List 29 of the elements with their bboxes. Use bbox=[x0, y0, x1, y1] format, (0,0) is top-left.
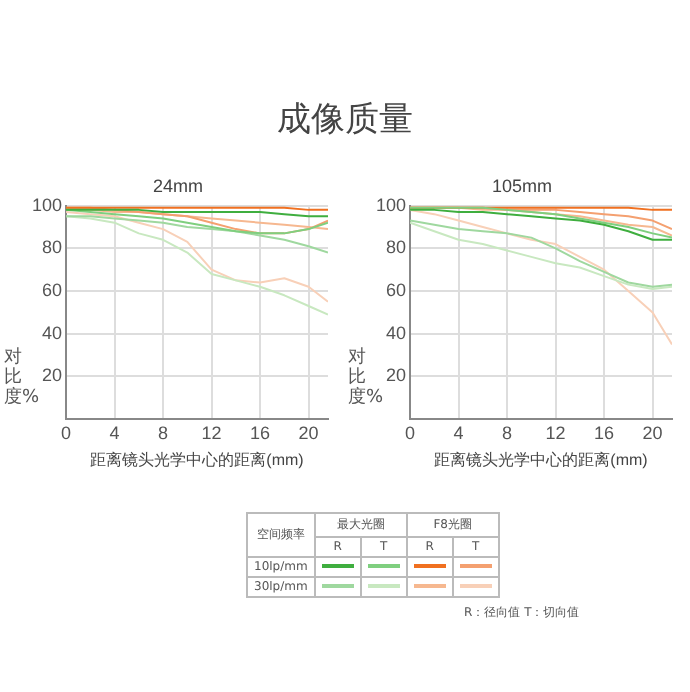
y-axis-title: 对比度% bbox=[348, 348, 384, 408]
y-tick-label: 60 bbox=[42, 280, 63, 301]
text: 成像质量 bbox=[275, 98, 415, 142]
y-axis-title: 对比度% bbox=[4, 348, 40, 408]
y-tick-label: 100 bbox=[375, 194, 407, 215]
y-tick-label: 60 bbox=[386, 280, 407, 301]
x-tick-label: 0 bbox=[61, 422, 72, 443]
chart-title: 24mm bbox=[152, 175, 204, 196]
y-tick-label: 80 bbox=[42, 237, 63, 258]
x-tick-label: 16 bbox=[594, 422, 615, 443]
x-tick-label: 20 bbox=[642, 422, 663, 443]
chart-title: 105mm bbox=[491, 175, 553, 196]
x-tick-label: 16 bbox=[250, 422, 271, 443]
y-tick-label: 80 bbox=[386, 237, 407, 258]
y-tick-label: 40 bbox=[42, 322, 63, 343]
y-tick-label: 40 bbox=[386, 322, 407, 343]
x-tick-label: 12 bbox=[545, 422, 566, 443]
x-axis-title: 距离镜头光学中心的距离(mm) bbox=[434, 450, 649, 469]
x-tick-label: 4 bbox=[109, 422, 120, 443]
x-axis-title: 距离镜头光学中心的距离(mm) bbox=[90, 450, 305, 469]
x-tick-label: 8 bbox=[502, 422, 513, 443]
x-tick-label: 4 bbox=[453, 422, 464, 443]
x-tick-label: 8 bbox=[158, 422, 169, 443]
x-tick-label: 20 bbox=[298, 422, 319, 443]
y-tick-label: 20 bbox=[42, 365, 63, 386]
x-tick-label: 12 bbox=[201, 422, 222, 443]
y-tick-label: 20 bbox=[386, 365, 407, 386]
x-tick-label: 0 bbox=[405, 422, 416, 443]
y-tick-label: 100 bbox=[31, 194, 63, 215]
